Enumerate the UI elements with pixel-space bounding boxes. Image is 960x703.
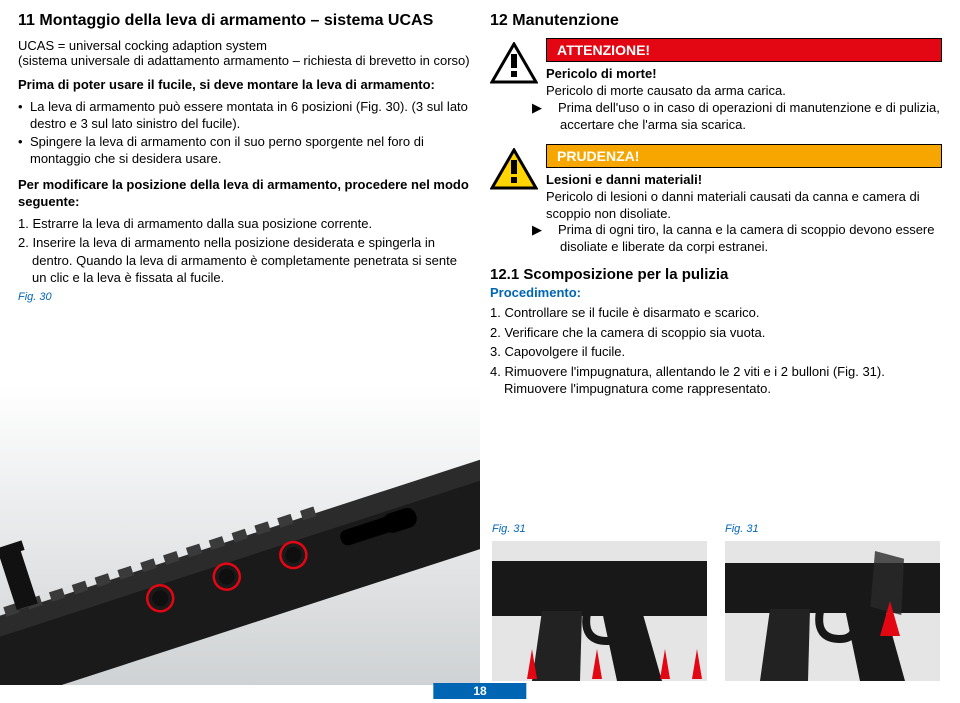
lead-1: Prima di poter usare il fucile, si deve … [18, 76, 470, 94]
step: 1. Estrarre la leva di armamento dalla s… [18, 215, 470, 233]
attenzione-title: Pericolo di morte! [546, 66, 942, 81]
fig-30-image [0, 385, 480, 685]
prudenza-line2-text: Prima di ogni tiro, la canna e la camera… [558, 222, 935, 254]
fig-31-caption-left: Fig. 31 [492, 523, 707, 535]
bullet-item: La leva di armamento può essere montata … [18, 98, 470, 133]
fig-31-caption-right: Fig. 31 [725, 523, 940, 535]
right-column: 12 Manutenzione ATTENZIONE! Pericolo di … [490, 12, 942, 400]
ucas-subtitle: UCAS = universal cocking adaption system… [18, 38, 470, 68]
fig-31-images [492, 541, 942, 681]
prudenza-line2: ▶Prima di ogni tiro, la canna e la camer… [546, 222, 942, 256]
step: 4. Rimuovere l'impugnatura, allentando l… [490, 363, 942, 398]
bullet-item: Spingere la leva di armamento con il suo… [18, 133, 470, 168]
fig-31-left-image [492, 541, 707, 681]
warning-triangle-icon [490, 42, 538, 84]
ordered-steps-left: 1. Estrarre la leva di armamento dalla s… [18, 215, 470, 287]
lead-2: Per modificare la posizione della leva d… [18, 176, 470, 211]
attenzione-line2: ▶Prima dell'uso o in caso di operazioni … [546, 100, 942, 134]
step: 1. Controllare se il fucile è disarmato … [490, 304, 942, 322]
step: 2. Inserire la leva di armamento nella p… [18, 234, 470, 287]
prudenza-title: Lesioni e danni materiali! [546, 172, 942, 187]
procedimento-label: Procedimento: [490, 285, 942, 300]
left-column: 11 Montaggio della leva di armamento – s… [18, 12, 470, 400]
ordered-steps-right: 1. Controllare se il fucile è disarmato … [490, 304, 942, 398]
prudenza-line1: Pericolo di lesioni o danni materiali ca… [546, 189, 942, 223]
step: 2. Verificare che la camera di scoppio s… [490, 324, 942, 342]
section-12-title: 12 Manutenzione [490, 12, 942, 30]
section-12-1-title: 12.1 Scomposizione per la pulizia [490, 266, 942, 283]
attenzione-line2-text: Prima dell'uso o in caso di operazioni d… [558, 100, 940, 132]
bullet-list-1: La leva di armamento può essere montata … [18, 98, 470, 168]
step: 3. Capovolgere il fucile. [490, 343, 942, 361]
page-number: 18 [433, 683, 526, 699]
caution-triangle-icon [490, 148, 538, 190]
attenzione-block: ATTENZIONE! Pericolo di morte! Pericolo … [490, 38, 942, 134]
fig-31-right-image [725, 541, 940, 681]
prudenza-block: PRUDENZA! Lesioni e danni materiali! Per… [490, 144, 942, 257]
fig-30-caption: Fig. 30 [18, 291, 470, 303]
section-11-title: 11 Montaggio della leva di armamento – s… [18, 12, 470, 30]
prudenza-header: PRUDENZA! [546, 144, 942, 168]
attenzione-line1: Pericolo di morte causato da arma carica… [546, 83, 942, 100]
attenzione-header: ATTENZIONE! [546, 38, 942, 62]
